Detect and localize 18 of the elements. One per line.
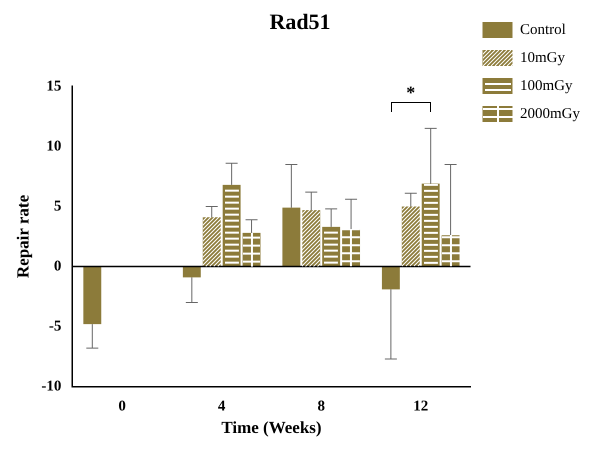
x-tick-label: 8 bbox=[317, 398, 325, 414]
y-axis-title: Repair rate bbox=[14, 194, 33, 278]
legend-label: 2000mGy bbox=[520, 106, 580, 122]
y-tick-label: 0 bbox=[54, 258, 62, 274]
chart-title: Rad51 bbox=[269, 8, 331, 34]
y-tick-label: -5 bbox=[48, 318, 62, 334]
y-tick-label: -10 bbox=[41, 378, 62, 394]
x-tick-label: 12 bbox=[413, 398, 428, 414]
x-axis-title: Time (Weeks) bbox=[221, 418, 322, 438]
x-tick-label: 4 bbox=[218, 398, 226, 414]
legend-label: Control bbox=[520, 22, 566, 38]
x-tick-label: 0 bbox=[118, 398, 126, 414]
y-tick-label: 5 bbox=[54, 198, 62, 214]
legend-label: 10mGy bbox=[520, 50, 566, 66]
y-tick-label: 15 bbox=[46, 78, 62, 94]
legend-label: 100mGy bbox=[520, 78, 573, 94]
y-tick-label: 10 bbox=[46, 138, 62, 154]
annotation: * bbox=[406, 82, 416, 102]
